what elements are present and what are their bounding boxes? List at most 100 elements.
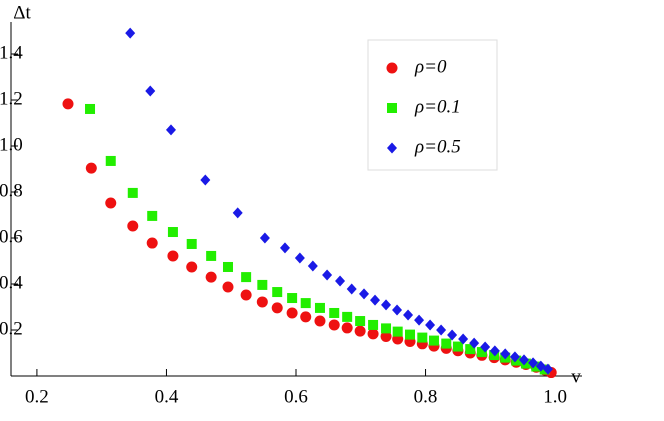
point (368, 319, 379, 330)
point (381, 323, 392, 334)
point (436, 324, 447, 336)
point (314, 302, 325, 313)
point (300, 298, 311, 309)
point (232, 207, 243, 219)
point (519, 354, 529, 366)
point (489, 345, 500, 357)
point (300, 311, 312, 323)
point (500, 348, 511, 360)
point (279, 242, 290, 254)
point (127, 220, 139, 232)
legend-marker (386, 62, 398, 74)
point (520, 358, 531, 369)
y-tick-label: 0.2 (0, 318, 23, 339)
point (105, 155, 116, 166)
point (257, 279, 268, 290)
point (342, 311, 353, 322)
point (441, 338, 452, 349)
point (329, 307, 340, 318)
point (125, 27, 136, 39)
point (314, 315, 326, 327)
point (294, 252, 305, 264)
point (272, 287, 283, 298)
point (380, 330, 392, 342)
point (167, 227, 178, 238)
point (346, 283, 357, 295)
y-tick-label: 0.4 (0, 272, 23, 293)
point (62, 98, 74, 110)
x-tick-label: 0.8 (414, 386, 438, 407)
legend-label: ρ=0.5 (414, 136, 461, 157)
point (480, 341, 491, 353)
point (147, 210, 158, 221)
point (359, 288, 370, 300)
point (259, 232, 270, 244)
point (307, 260, 318, 272)
point (271, 302, 283, 314)
y-tick-label: 1.0 (0, 134, 23, 155)
y-tick-label: 1.2 (0, 88, 23, 109)
point (335, 275, 346, 287)
point (287, 293, 298, 304)
point (241, 272, 252, 283)
y-axis-label: Δt (13, 2, 31, 23)
point (85, 103, 96, 114)
point (367, 328, 379, 340)
point (476, 347, 487, 358)
point (328, 319, 340, 331)
point (165, 124, 176, 136)
x-axis-label: v (571, 366, 581, 387)
point (105, 197, 117, 209)
point (417, 332, 428, 343)
point (222, 261, 233, 272)
point (403, 309, 414, 321)
point (200, 174, 211, 186)
point (355, 316, 366, 327)
legend-marker (387, 103, 397, 113)
point (405, 329, 415, 340)
point (392, 326, 403, 337)
point (381, 299, 392, 311)
x-tick-label: 0.2 (25, 386, 49, 407)
point (469, 337, 480, 349)
point (322, 269, 333, 281)
point (222, 281, 234, 293)
y-tick-label: 0.8 (0, 180, 23, 201)
point (458, 333, 469, 345)
point (205, 271, 217, 283)
legend-label: ρ=0 (414, 56, 447, 77)
point (256, 296, 268, 308)
point (186, 238, 197, 249)
legend-label: ρ=0.1 (414, 96, 461, 117)
x-tick-label: 0.4 (155, 386, 179, 407)
point (509, 351, 520, 363)
point (127, 187, 138, 198)
point (392, 304, 403, 316)
point (354, 325, 366, 337)
point (414, 314, 425, 326)
point (452, 341, 463, 352)
y-tick-label: 0.6 (0, 226, 23, 247)
point (167, 250, 179, 262)
point (465, 344, 476, 355)
x-tick-label: 1.0 (543, 386, 567, 407)
point (145, 85, 156, 97)
point (447, 329, 458, 341)
y-tick-label: 1.4 (0, 42, 23, 63)
point (425, 319, 436, 331)
point (341, 322, 353, 334)
point (286, 307, 298, 319)
point (206, 250, 217, 261)
point (542, 363, 553, 375)
x-tick-label: 0.6 (284, 386, 308, 407)
point (146, 237, 158, 249)
legend-marker (387, 142, 397, 154)
point (186, 261, 198, 273)
point (370, 294, 381, 306)
point (428, 335, 439, 346)
point (528, 357, 539, 369)
point (240, 289, 252, 301)
point (85, 162, 97, 174)
